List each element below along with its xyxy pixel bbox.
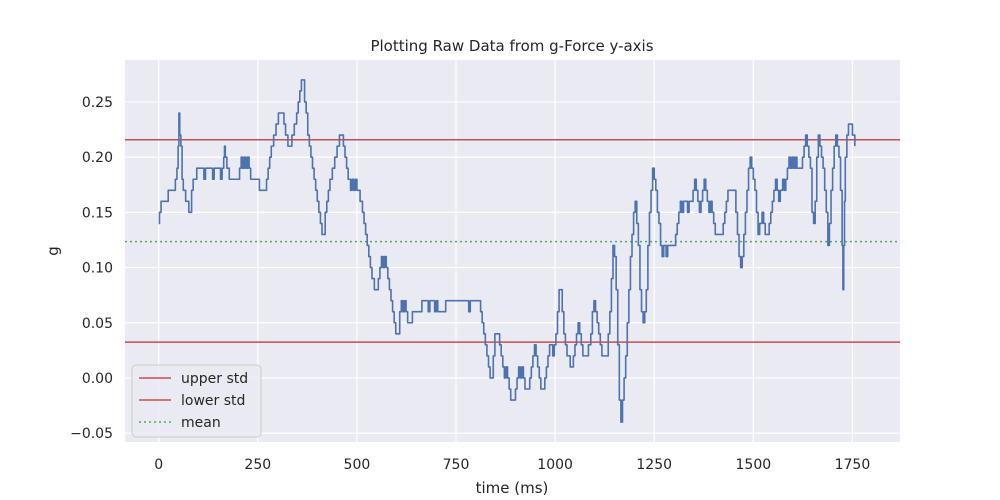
x-tick-label: 250: [244, 457, 271, 473]
chart-title: Plotting Raw Data from g-Force y-axis: [370, 37, 653, 55]
legend-label-mean: mean: [181, 415, 221, 431]
legend: upper std lower std mean: [131, 364, 262, 438]
x-tick-label: 0: [154, 457, 163, 473]
y-tick-label: −0.05: [70, 426, 113, 442]
reference-lines: [125, 138, 900, 343]
y-tick-label: 0.00: [82, 371, 113, 387]
data-series-line: [158, 79, 856, 423]
y-axis-label: g: [44, 246, 62, 256]
y-tick-label: 0.15: [82, 205, 113, 221]
x-tick-label: 1500: [736, 457, 772, 473]
x-axis-label: time (ms): [476, 479, 549, 497]
x-ticks: 0 250 500 750 1000 1250 1500 1750: [154, 457, 870, 473]
y-tick-label: 0.20: [82, 150, 113, 166]
x-tick-label: 1250: [636, 457, 672, 473]
legend-label-lower-std: lower std: [181, 393, 245, 409]
x-tick-label: 500: [344, 457, 371, 473]
x-tick-label: 1750: [835, 457, 871, 473]
y-ticks: −0.05 0.00 0.05 0.10 0.15 0.20 0.25: [70, 95, 113, 442]
x-tick-label: 750: [443, 457, 470, 473]
y-tick-label: 0.10: [82, 261, 113, 277]
legend-box: [131, 364, 262, 438]
y-tick-label: 0.05: [82, 316, 113, 332]
legend-label-upper-std: upper std: [181, 371, 248, 387]
series-group: [158, 79, 856, 423]
x-tick-label: 1000: [537, 457, 573, 473]
y-tick-label: 0.25: [82, 95, 113, 111]
